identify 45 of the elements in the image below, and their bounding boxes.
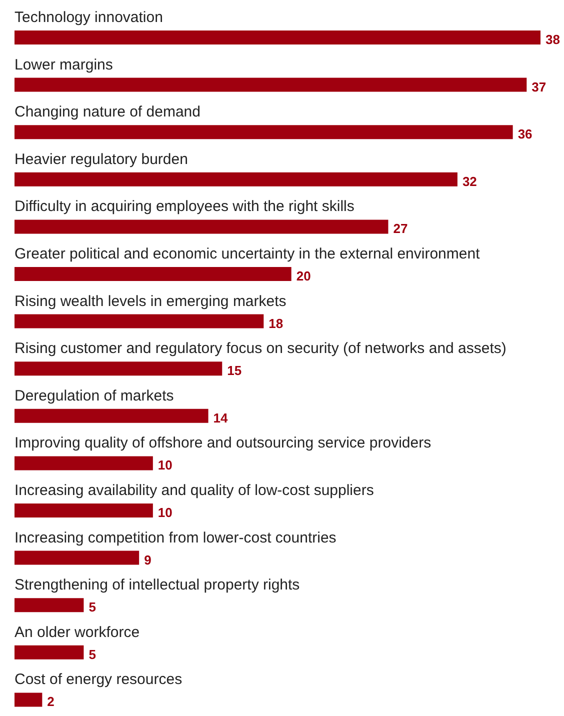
bar	[14, 125, 513, 140]
y-tick-label: Improving quality of offshore and outsourcing service providers	[14, 434, 432, 452]
y-tick-label: Rising customer and regulatory focus on security (of networks and assets)	[14, 340, 506, 358]
data-label: 36	[518, 126, 532, 142]
bar	[14, 362, 222, 376]
y-tick-label: Rising wealth levels in emerging markets	[14, 292, 286, 310]
bar	[14, 408, 208, 423]
y-tick-label: Difficulty in acquiring employees with the right skills	[14, 198, 354, 216]
y-tick-label: Deregulation of markets	[14, 387, 174, 404]
bar	[14, 456, 153, 470]
data-label: 27	[393, 221, 408, 236]
data-label: 15	[227, 363, 242, 378]
bar	[14, 692, 42, 707]
data-label: 10	[158, 505, 172, 520]
y-tick-label: Increasing availability and quality of low-cost suppliers	[14, 482, 374, 499]
bar	[14, 78, 527, 92]
data-label: 32	[462, 174, 477, 189]
data-label: 9	[144, 552, 152, 568]
data-label: 18	[268, 316, 284, 331]
bar	[14, 30, 540, 44]
y-tick-label: Strengthening of intellectual property rights	[14, 576, 300, 594]
bar	[14, 220, 388, 234]
bar	[14, 550, 140, 565]
y-tick-label: An older workforce	[14, 624, 140, 641]
data-label: 20	[296, 268, 311, 284]
data-label: 38	[546, 32, 560, 47]
bar	[14, 172, 458, 186]
y-tick-label: Technology innovation	[14, 9, 163, 26]
bar	[14, 645, 84, 660]
data-label: 5	[88, 600, 96, 615]
y-tick-label: Heavier regulatory burden	[14, 150, 188, 168]
data-label: 10	[158, 458, 172, 473]
y-tick-label: Lower margins	[14, 56, 113, 74]
y-tick-label: Cost of energy resources	[14, 671, 182, 688]
y-tick-label: Increasing competition from lower-cost countries	[14, 529, 336, 546]
data-label: 37	[532, 79, 546, 94]
y-tick-label: Changing nature of demand	[14, 104, 200, 121]
bar	[14, 314, 264, 328]
bar	[14, 504, 153, 518]
bar	[14, 598, 84, 612]
data-label: 14	[213, 410, 229, 426]
bar	[14, 267, 292, 281]
data-label: 5	[88, 646, 96, 662]
y-tick-label: Greater political and economic uncertainty in the external environment	[14, 246, 481, 262]
data-label: 2	[47, 694, 54, 710]
